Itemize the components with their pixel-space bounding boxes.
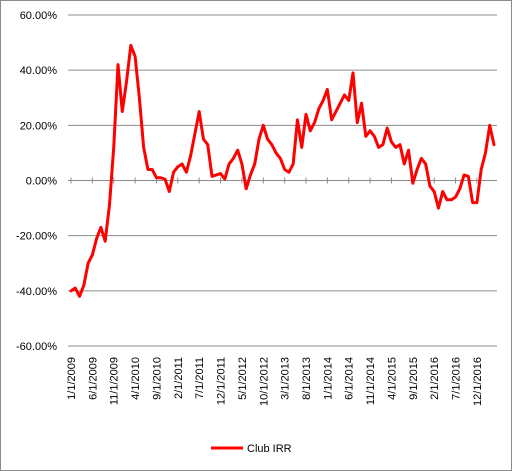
series-layer — [69, 43, 496, 298]
x-tick-label: 6/1/2014 — [344, 357, 356, 400]
x-tick-label: 11/1/2014 — [365, 357, 377, 405]
legend: Club IRR — [211, 443, 292, 455]
x-tick-label: 3/1/2013 — [280, 357, 292, 400]
x-tick-label: 2/1/2016 — [429, 357, 441, 400]
y-axis-ticks: -60.00% -40.00% -20.00% 0.00% 20.00% 40.00% 60… — [16, 10, 57, 353]
y-tick-label: -20.00% — [16, 231, 57, 243]
series-line-club-irr — [69, 43, 496, 298]
y-tick-label: -60.00% — [16, 341, 57, 353]
x-tick-label: 11/1/2009 — [109, 357, 121, 405]
y-tick-label: -40.00% — [16, 286, 57, 298]
x-tick-label: 4/1/2015 — [386, 357, 398, 400]
x-axis-ticks: 1/1/2009 6/1/2009 11/1/2009 4/1/2010 9/1/201… — [66, 177, 484, 406]
x-tick-label: 2/1/2011 — [173, 357, 185, 399]
x-tick-label: 12/1/2011 — [216, 357, 228, 405]
x-tick-label: 7/1/2016 — [451, 357, 463, 400]
x-tick-label: 1/1/2009 — [66, 357, 78, 400]
x-tick-label: 12/1/2016 — [472, 357, 484, 406]
y-tick-label: 40.00% — [20, 65, 58, 77]
x-tick-label: 8/1/2013 — [301, 357, 313, 400]
x-tick-label: 6/1/2009 — [87, 357, 99, 400]
x-tick-label: 5/1/2012 — [237, 357, 249, 400]
x-tick-label: 4/1/2010 — [130, 357, 142, 400]
gridlines — [68, 14, 497, 347]
x-tick-label: 9/1/2015 — [408, 357, 420, 400]
y-tick-label: 0.00% — [26, 176, 57, 188]
y-tick-label: 20.00% — [20, 120, 58, 132]
x-tick-label: 10/1/2012 — [258, 357, 270, 406]
x-tick-label: 9/1/2010 — [151, 357, 163, 400]
legend-label-club-irr: Club IRR — [247, 443, 292, 455]
y-tick-label: 60.00% — [20, 10, 58, 22]
x-tick-label: 1/1/2014 — [322, 357, 334, 400]
x-tick-label: 7/1/2011 — [194, 357, 206, 399]
